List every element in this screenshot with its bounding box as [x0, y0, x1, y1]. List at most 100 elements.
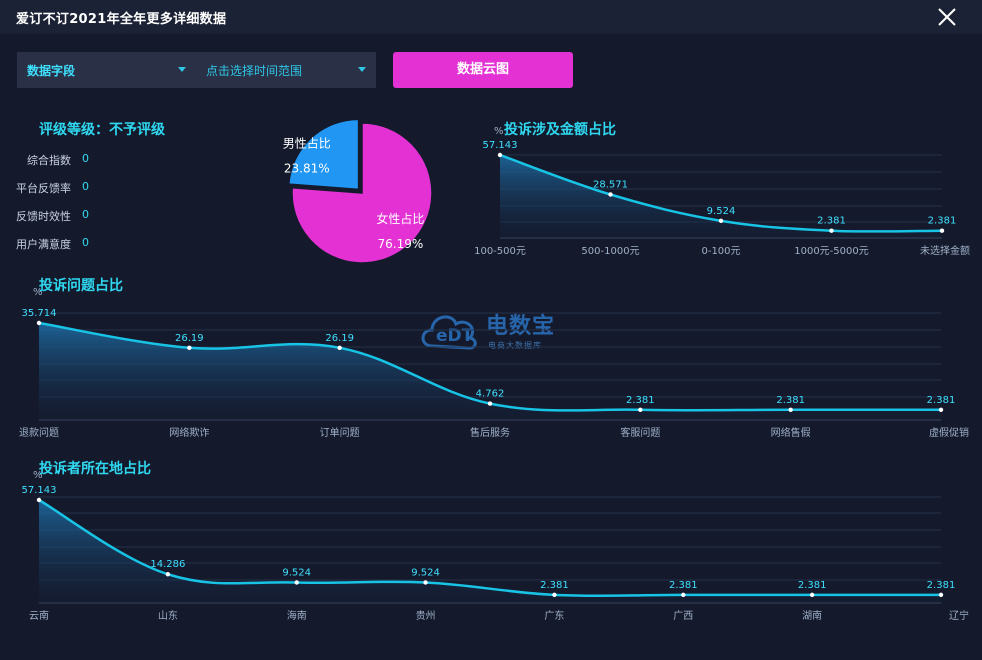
watermark-name: 电数宝	[486, 314, 556, 339]
x-tick-label: 海南	[287, 609, 307, 622]
x-tick-label: 辽宁	[949, 609, 969, 622]
data-label: 57.143	[22, 485, 57, 496]
watermark-tagline: 电商大数据库	[488, 341, 542, 350]
rating-title: 评级等级：不予评级	[39, 122, 165, 138]
pie-slice-value: 76.19%	[378, 237, 424, 251]
pie-slice	[287, 118, 360, 191]
data-label: 9.524	[411, 567, 440, 578]
data-label: 2.381	[540, 580, 569, 591]
time-range-select-value: 点击选择时间范围	[206, 64, 303, 78]
data-label: 9.524	[707, 206, 736, 217]
x-tick-label: 500-1000元	[581, 246, 639, 257]
data-label: 2.381	[776, 395, 805, 406]
data-point	[423, 580, 428, 585]
x-tick-label: 湖南	[802, 609, 822, 622]
x-tick-label: 100-500元	[474, 246, 526, 257]
data-label: 2.381	[626, 395, 655, 406]
data-label: 14.286	[150, 559, 185, 570]
data-point	[939, 228, 945, 233]
data-point	[165, 572, 171, 577]
data-field-select[interactable]: 数据字段	[17, 52, 196, 88]
rating-value: 0	[82, 208, 89, 221]
data-label: 2.381	[669, 580, 698, 591]
x-tick-label: 网络欺诈	[169, 426, 209, 439]
window-title: 爱订不订2021年全年更多详细数据	[16, 12, 227, 27]
x-tick-label: 广西	[673, 610, 693, 622]
data-point	[788, 407, 793, 412]
x-tick-label: 客服问题	[620, 426, 660, 439]
data-point	[36, 320, 42, 326]
data-label: 4.762	[476, 389, 505, 400]
data-field-select-value: 数据字段	[27, 64, 76, 78]
data-label: 2.381	[798, 580, 827, 591]
data-point	[938, 592, 944, 598]
data-point	[681, 592, 686, 598]
watermark-logo-text: eDT	[436, 326, 474, 346]
amount-chart-title: 投诉涉及金额占比	[504, 122, 616, 138]
data-point	[294, 580, 299, 585]
cloud-icon	[421, 315, 477, 350]
data-point	[829, 228, 834, 233]
series-area	[39, 500, 941, 603]
y-unit-label: %	[494, 126, 504, 137]
data-label: 35.714	[22, 308, 57, 319]
y-unit-label: %	[33, 470, 43, 481]
pie-slice	[291, 122, 433, 264]
x-tick-label: 网络售假	[771, 426, 811, 439]
data-label: 26.19	[325, 333, 354, 344]
data-point	[638, 407, 643, 412]
x-tick-label: 未选择金额	[920, 244, 970, 257]
data-point	[552, 592, 557, 598]
data-point	[718, 218, 724, 224]
time-range-select[interactable]: 点击选择时间范围	[196, 52, 376, 88]
x-tick-label: 山东	[158, 609, 178, 622]
x-tick-label: 广东	[544, 609, 564, 622]
data-label: 2.381	[927, 395, 956, 406]
data-point	[608, 192, 613, 197]
x-tick-label: 订单问题	[320, 426, 360, 439]
data-point	[187, 345, 192, 351]
x-tick-label: 退款问题	[19, 426, 59, 439]
rating-value: 0	[82, 180, 89, 193]
y-unit-label: %	[33, 287, 43, 298]
data-label: 28.571	[593, 180, 628, 191]
series-area	[39, 323, 941, 420]
data-label: 9.524	[282, 567, 311, 578]
rating-label: 平台反馈率	[16, 182, 71, 195]
title-bar: 爱订不订2021年全年更多详细数据	[0, 0, 982, 34]
x-tick-label: 0-100元	[701, 246, 740, 257]
chevron-down-icon	[358, 67, 366, 72]
data-point	[36, 497, 42, 503]
chevron-down-icon	[178, 67, 186, 72]
data-label: 2.381	[928, 216, 957, 227]
pie-slice-label: 女性占比	[376, 211, 424, 226]
close-icon[interactable]	[936, 6, 958, 28]
x-tick-label: 贵州	[416, 609, 436, 622]
x-tick-label: 售后服务	[470, 426, 510, 439]
series-line	[38, 498, 941, 598]
rating-value: 0	[82, 152, 89, 165]
rating-value: 0	[82, 236, 89, 249]
rating-label: 综合指数	[27, 154, 71, 167]
data-label: 26.19	[175, 333, 204, 344]
x-tick-label: 虚假促销	[929, 426, 969, 439]
x-tick-label: 1000元-5000元	[794, 246, 869, 257]
pie-slice-value: 23.81%	[284, 161, 330, 175]
issue-chart-title: 投诉问题占比	[39, 278, 123, 294]
rating-label: 反馈时效性	[16, 210, 71, 223]
data-cloud-button[interactable]: 数据云图	[393, 52, 573, 88]
data-point	[938, 407, 944, 412]
data-label: 2.381	[817, 216, 846, 227]
data-label: 57.143	[483, 140, 518, 151]
watermark-logo: eDT 电数宝 电商大数据库	[418, 300, 568, 360]
data-label: 2.381	[927, 580, 956, 591]
data-point	[487, 401, 493, 406]
pie-slice-label: 男性占比	[283, 135, 331, 150]
rating-label: 用户满意度	[16, 238, 71, 251]
data-point	[809, 592, 815, 598]
data-point	[497, 152, 503, 158]
data-point	[337, 345, 342, 351]
x-tick-label: 云南	[29, 609, 49, 622]
location-chart-title: 投诉者所在地占比	[39, 461, 151, 477]
